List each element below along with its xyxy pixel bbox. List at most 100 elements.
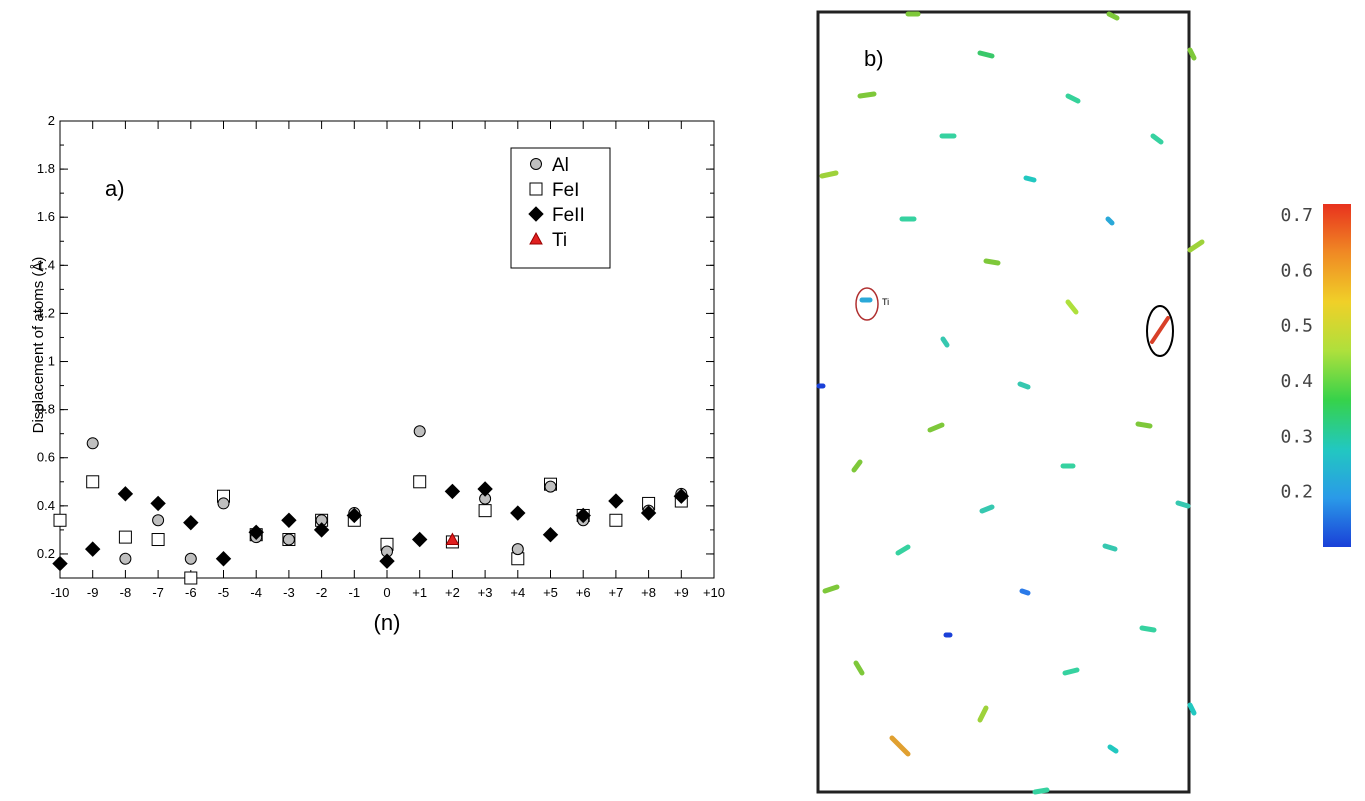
x-tick-label: +2 [445, 585, 460, 600]
x-tick-label: -10 [51, 585, 70, 600]
point-al [413, 425, 426, 438]
point-feii [183, 514, 199, 531]
y-tick-label: 1.6 [37, 209, 55, 224]
displacement-arrow [1187, 702, 1197, 716]
point-fei [609, 513, 623, 527]
point-al [86, 437, 99, 450]
displacement-map-svg: b) Ti 0.7 0.6 0.5 0.4 0.3 0.2 [816, 10, 1351, 795]
displacement-arrow [1106, 11, 1120, 21]
x-tick-label: +4 [510, 585, 525, 600]
x-tick-label: -9 [87, 585, 99, 600]
legend-label-fei: FeI [552, 180, 579, 201]
point-fei [413, 475, 427, 489]
panel-a-scatter-chart: -10 -9 -8 -7 -6 -5 -4 -3 -2 -1 0 +1 +2 +3 +4 +5 +6 +7 +8 +9… [0, 0, 760, 700]
x-tick-label: +1 [412, 585, 427, 600]
max-displacement-ellipse [1146, 305, 1174, 357]
point-feii [477, 481, 493, 497]
point-al [282, 533, 295, 546]
point-feii [313, 522, 330, 538]
point-fei [151, 533, 165, 547]
displacement-arrow [977, 705, 989, 723]
point-feii [52, 555, 68, 572]
legend-marker-al [530, 158, 542, 170]
displacement-arrow [1062, 667, 1080, 676]
displacement-arrow [1032, 787, 1050, 795]
displacement-arrow [853, 660, 865, 676]
ti-annotation: Ti [882, 297, 889, 307]
y-tick-label: 0.8 [37, 402, 55, 417]
displacement-arrow [1102, 543, 1118, 552]
colorbar-tick-label: 0.3 [1280, 426, 1313, 447]
point-al [544, 480, 557, 493]
displacement-arrow [1187, 47, 1197, 61]
displacement-arrow [895, 544, 911, 556]
legend-label-ti: Ti [552, 230, 567, 251]
legend-label-feii: FeII [552, 205, 585, 226]
legend: Al FeI FeII Ti [510, 147, 611, 269]
displacement-arrow [1019, 588, 1031, 596]
legend-box [510, 147, 611, 269]
x-tick-label: -8 [120, 585, 132, 600]
displacement-arrow [1150, 133, 1164, 145]
x-tick-label: 0 [383, 585, 390, 600]
displacement-arrow [1187, 239, 1205, 253]
displacement-arrow [927, 422, 945, 433]
displacement-arrow [1017, 381, 1031, 390]
point-al [184, 552, 197, 565]
point-feii [84, 541, 101, 557]
displacement-arrow [1023, 175, 1037, 183]
y-axis-label: Displacement of atoms (Å) [30, 257, 47, 434]
point-fei [53, 513, 67, 527]
point-feii [117, 486, 134, 502]
colorbar-tick-label: 0.7 [1280, 205, 1313, 226]
simulation-cell-frame [816, 10, 1191, 794]
point-al [511, 543, 524, 556]
displacement-arrow [979, 504, 995, 514]
point-feii [640, 505, 657, 521]
point-fei [184, 571, 198, 585]
displacement-arrow [1065, 299, 1079, 315]
x-tick-label: -1 [349, 585, 361, 600]
point-feii [281, 512, 297, 528]
point-al [217, 497, 230, 510]
point-feii [608, 493, 624, 509]
x-tick-label: +9 [674, 585, 689, 600]
colorbar-tick-label: 0.4 [1280, 371, 1313, 392]
x-axis-label: (n) [374, 610, 401, 635]
x-tick-label: +7 [608, 585, 623, 600]
legend-marker-ti [529, 231, 543, 245]
displacement-arrow [1105, 216, 1115, 226]
y-tick-label: 1 [48, 354, 55, 369]
point-feii [150, 495, 166, 512]
displacement-arrow [857, 91, 877, 99]
panel-b-displacement-map: b) Ti 0.7 0.6 0.5 0.4 0.3 0.2 [780, 0, 1365, 796]
point-fei [478, 504, 492, 518]
colorbar-tick-label: 0.2 [1280, 482, 1313, 503]
point-feii [215, 551, 232, 567]
displacement-arrow [940, 336, 950, 348]
displacement-arrow [1175, 500, 1191, 509]
x-tick-label: -5 [218, 585, 230, 600]
displacement-arrow [819, 170, 839, 179]
colorbar-tick-label: 0.6 [1280, 260, 1313, 281]
x-tick-label: +6 [576, 585, 591, 600]
x-tick-label: -6 [185, 585, 197, 600]
point-ti [445, 532, 460, 546]
x-tick-label: -7 [152, 585, 164, 600]
point-feii [248, 524, 264, 541]
displacement-arrow [977, 50, 995, 59]
displacement-arrow [822, 584, 840, 594]
point-feii [379, 553, 395, 569]
y-tick-label: 1.2 [37, 305, 55, 320]
legend-marker-fei [529, 182, 543, 196]
x-tick-label: +10 [703, 585, 725, 600]
y-tick-label: 0.4 [37, 498, 55, 513]
displacement-arrow [851, 459, 863, 473]
point-feii [444, 483, 461, 500]
point-feii [510, 505, 526, 521]
x-tick-label: -3 [283, 585, 295, 600]
x-tick-label: -2 [316, 585, 328, 600]
displacement-arrow [889, 735, 911, 757]
colorbar [1323, 204, 1351, 547]
scatter-plot-svg: -10 -9 -8 -7 -6 -5 -4 -3 -2 -1 0 +1 +2 +3 +4 +5 +6 +7 +8 +9… [30, 113, 725, 635]
